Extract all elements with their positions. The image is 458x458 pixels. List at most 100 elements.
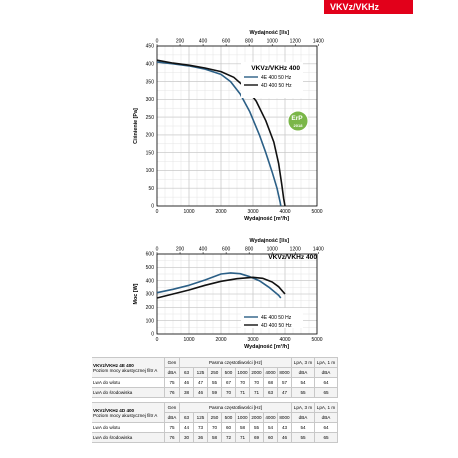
table-band-value: 67 bbox=[221, 377, 236, 388]
table-model: VKVz/VKHz 4E 400 bbox=[93, 362, 134, 368]
table-band-value: 71 bbox=[235, 432, 250, 443]
table-row: LwA do wlotu 75 44 73 70 60 58 55 54 43 54 64 bbox=[92, 422, 338, 433]
x-tick-label: 1000 bbox=[183, 209, 194, 215]
table-band-value: 46 bbox=[277, 432, 292, 443]
table-subtitle: Poziom mocy akustycznej filtr A bbox=[93, 412, 158, 418]
top-tick-label: 600 bbox=[222, 247, 231, 253]
table-band-value: 73 bbox=[193, 422, 208, 433]
table-gen-value: 76 bbox=[164, 432, 180, 443]
table-band-value: 70 bbox=[221, 387, 236, 398]
table-band-value: 71 bbox=[235, 387, 250, 398]
table-band-value: 36 bbox=[193, 432, 208, 443]
table-band-label: 250 bbox=[207, 367, 222, 378]
table-model-cell: VKVz/VKHz 4D 400 Poziom mocy akustycznej … bbox=[92, 402, 165, 423]
x-tick-label: 0 bbox=[156, 209, 159, 215]
table-lpa1-value: 65 bbox=[314, 387, 338, 398]
top-tick-label: 200 bbox=[176, 39, 185, 45]
legend-box bbox=[241, 62, 303, 98]
table-band-value: 63 bbox=[263, 387, 278, 398]
table-gen-value: 76 bbox=[164, 387, 180, 398]
top-tick-label: 600 bbox=[222, 39, 231, 45]
y-tick-label: 300 bbox=[146, 97, 155, 103]
y-axis-title: Ciśnienie [Pa] bbox=[133, 108, 139, 144]
erp-badge-label: ErP bbox=[291, 115, 303, 122]
table-band-label: 250 bbox=[207, 412, 222, 423]
table-row-label: LwA do środowiska bbox=[92, 387, 165, 398]
legend-label: 4E 400 50 Hz bbox=[261, 315, 292, 321]
table-band-value: 70 bbox=[207, 422, 222, 433]
plot-frame bbox=[156, 253, 318, 335]
x-tick-label: 3000 bbox=[247, 337, 258, 343]
x-tick-label: 5000 bbox=[311, 337, 322, 343]
x-axis-title: Wydajność [m³/h] bbox=[244, 216, 289, 222]
table-row-label: LwA do wlotu bbox=[92, 377, 165, 388]
table-lpa3-value: 55 bbox=[291, 432, 315, 443]
table-band-value: 57 bbox=[277, 377, 292, 388]
table-band-header: Pasma częstotliwości [Hz] bbox=[179, 357, 292, 368]
table-band-value: 58 bbox=[207, 432, 222, 443]
acoustic-table-4d: VKVz/VKHz 4D 400 Poziom mocy akustycznej … bbox=[92, 402, 338, 443]
x-tick-label: 2000 bbox=[215, 209, 226, 215]
y-tick-label: 350 bbox=[146, 79, 155, 85]
y-tick-label: 150 bbox=[146, 150, 155, 156]
table-band-value: 60 bbox=[221, 422, 236, 433]
y-tick-label: 450 bbox=[146, 44, 155, 50]
table-lpa3-value: 55 bbox=[291, 387, 315, 398]
x-tick-label: 1000 bbox=[183, 337, 194, 343]
top-tick-label: 0 bbox=[156, 39, 159, 45]
table-lpa1-value: 64 bbox=[314, 377, 338, 388]
legend-label: 4E 400 50 Hz bbox=[261, 75, 292, 81]
table-unit: dBA bbox=[164, 412, 180, 423]
table-band-value: 55 bbox=[207, 377, 222, 388]
table-band-value: 59 bbox=[207, 387, 222, 398]
top-tick-label: 1400 bbox=[313, 39, 324, 45]
table-gen-value: 75 bbox=[164, 377, 180, 388]
legend-label: 4D 400 50 Hz bbox=[261, 323, 292, 329]
top-tick-label: 1000 bbox=[267, 39, 278, 45]
y-tick-label: 500 bbox=[146, 265, 155, 271]
table-lpa3-value: 54 bbox=[291, 422, 315, 433]
table-band-value: 70 bbox=[235, 377, 250, 388]
table-band-row: dBA 63 125 250 500 1000 2000 4000 8000 dBA dBA bbox=[92, 367, 338, 378]
table-band-value: 72 bbox=[221, 432, 236, 443]
x-tick-label: 4000 bbox=[279, 337, 290, 343]
table-band-value: 44 bbox=[179, 422, 194, 433]
legend-box bbox=[241, 308, 303, 328]
y-tick-label: 200 bbox=[146, 305, 155, 311]
table-header-row: VKVz/VKHz 4E 400 Poziom mocy akustycznej … bbox=[92, 357, 338, 378]
y-tick-label: 0 bbox=[151, 204, 154, 210]
y-tick-label: 250 bbox=[146, 115, 155, 121]
top-tick-label: 800 bbox=[245, 247, 254, 253]
table-band-value: 46 bbox=[179, 377, 194, 388]
table-lpa3-value: 54 bbox=[291, 377, 315, 388]
y-tick-label: 50 bbox=[148, 186, 154, 192]
top-axis-title: Wydajność [l/s] bbox=[250, 238, 290, 244]
table-band-label: 8000 bbox=[277, 367, 292, 378]
x-tick-label: 4000 bbox=[279, 209, 290, 215]
acoustic-table-4e: VKVz/VKHz 4E 400 Poziom mocy akustycznej … bbox=[92, 357, 338, 398]
top-tick-label: 400 bbox=[199, 39, 208, 45]
y-tick-label: 0 bbox=[151, 332, 154, 338]
table-unit: dBA bbox=[291, 412, 315, 423]
top-tick-label: 1200 bbox=[290, 247, 301, 253]
table-row: LwA do środowiska 76 38 46 59 70 71 71 63 47 55 65 bbox=[92, 387, 338, 398]
table-band-label: 1000 bbox=[235, 367, 250, 378]
chart-title: VKVz/VKHz 400 bbox=[268, 254, 317, 261]
top-tick-label: 200 bbox=[176, 247, 185, 253]
table-band-value: 70 bbox=[249, 377, 264, 388]
top-tick-label: 0 bbox=[156, 247, 159, 253]
chart-title: VKVz/VKHz 400 bbox=[251, 65, 300, 72]
plot-frame bbox=[156, 45, 318, 207]
erp-badge-icon bbox=[288, 111, 308, 131]
table-model: VKVz/VKHz 4D 400 bbox=[93, 407, 135, 413]
erp-badge-year: 2018 bbox=[294, 123, 304, 128]
table-band-value: 68 bbox=[263, 377, 278, 388]
table-row: LwA do środowiska 76 30 36 58 72 71 69 60 46 55 65 bbox=[92, 432, 338, 443]
table-band-value: 69 bbox=[249, 432, 264, 443]
table-band-label: 125 bbox=[193, 367, 208, 378]
table-band-label: 63 bbox=[179, 367, 194, 378]
table-lpa1-value: 65 bbox=[314, 432, 338, 443]
table-band-label: 2000 bbox=[249, 412, 264, 423]
top-tick-label: 1000 bbox=[267, 247, 278, 253]
table-gen-header: Gen bbox=[164, 402, 180, 413]
